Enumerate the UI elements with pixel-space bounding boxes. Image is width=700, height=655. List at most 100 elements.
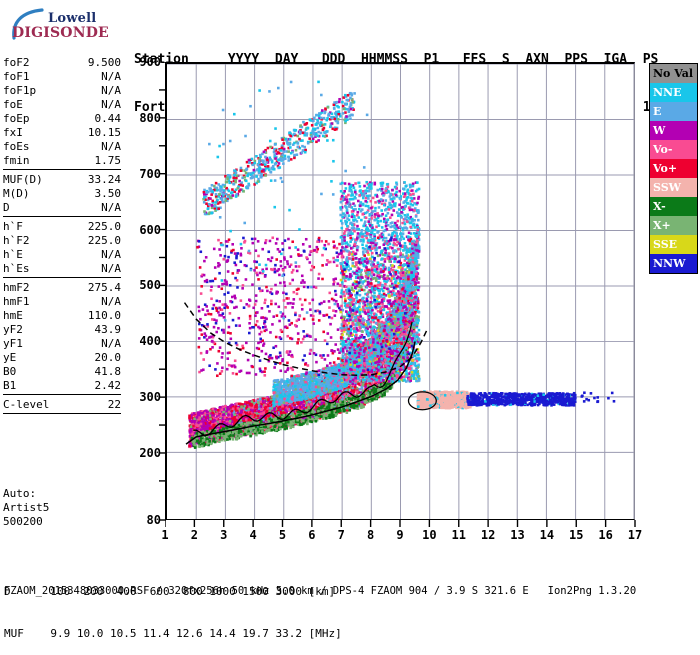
muf-distance-table: D 100 200 400 600 800 1000 1500 3000 [km…	[4, 557, 342, 655]
x-tick-label: 9	[388, 528, 412, 542]
param-value: N/A	[101, 140, 121, 154]
param-name: foF1p	[3, 84, 36, 98]
y-tick-label: 200	[119, 446, 161, 460]
y-tick-label: 600	[119, 223, 161, 237]
legend-item-nnw[interactable]: NNW	[650, 254, 697, 273]
param-value: N/A	[101, 70, 121, 84]
param-name: B0	[3, 365, 16, 379]
legend-item-vo-[interactable]: Vo-	[650, 140, 697, 159]
black-dashed-extraordinary-trace	[185, 303, 427, 376]
legend-item-no-val[interactable]: No Val	[650, 64, 697, 83]
param-name: foEs	[3, 140, 30, 154]
param-value: N/A	[101, 262, 121, 276]
param-row: foEs N/A	[3, 140, 121, 154]
param-name: h`F2	[3, 234, 30, 248]
param-row: h`E N/A	[3, 248, 121, 262]
legend-item-x-[interactable]: X-	[650, 197, 697, 216]
param-name: yF2	[3, 323, 23, 337]
param-group-1: MUF(D) 33.24 M(D) 3.50 D N/A	[3, 173, 121, 217]
param-value: N/A	[101, 84, 121, 98]
param-value: 275.4	[88, 281, 121, 295]
legend-item-ssw[interactable]: SSW	[650, 178, 697, 197]
param-row: MUF(D) 33.24	[3, 173, 121, 187]
param-row: foF2 9.500	[3, 56, 121, 70]
source-file-info: FZAOM_2015348033000.RSF / 320fx256h 50 k…	[4, 585, 636, 597]
param-name: hmE	[3, 309, 23, 323]
param-row: D N/A	[3, 201, 121, 215]
param-name: foF2	[3, 56, 30, 70]
legend-item-w[interactable]: W	[650, 121, 697, 140]
x-tick-label: 1	[153, 528, 177, 542]
param-value: 1.75	[95, 154, 122, 168]
param-value: 9.500	[88, 56, 121, 70]
param-name: MUF(D)	[3, 173, 43, 187]
x-tick-label: 11	[447, 528, 471, 542]
param-value: 2.42	[95, 379, 122, 393]
x-tick-label: 12	[476, 528, 500, 542]
x-tick-label: 8	[359, 528, 383, 542]
param-name: fmin	[3, 154, 30, 168]
legend-item-x-[interactable]: X+	[650, 216, 697, 235]
y-tick-label: 800	[119, 111, 161, 125]
param-value: 41.8	[95, 365, 122, 379]
param-name: h`E	[3, 248, 23, 262]
legend-item-nne[interactable]: NNE	[650, 83, 697, 102]
param-value: 3.50	[95, 187, 122, 201]
autoscale-line: 500200	[3, 515, 49, 529]
param-value: 20.0	[95, 351, 122, 365]
param-name: yF1	[3, 337, 23, 351]
lowell-digisonde-logo: Lowell DIGISONDE	[4, 6, 124, 44]
param-name: C-level	[3, 398, 49, 412]
x-tick-label: 16	[594, 528, 618, 542]
param-value: 43.9	[95, 323, 122, 337]
param-row: fmin 1.75	[3, 154, 121, 168]
param-value: N/A	[101, 201, 121, 215]
y-tick-label: 400	[119, 334, 161, 348]
legend-item-sse[interactable]: SSE	[650, 235, 697, 254]
muf-row: MUF 9.9 10.0 10.5 11.4 12.6 14.4 19.7 33…	[4, 627, 342, 641]
autoscale-line: Auto:	[3, 487, 49, 501]
y-tick-label: 300	[119, 390, 161, 404]
x-tick-label: 2	[182, 528, 206, 542]
param-value: N/A	[101, 248, 121, 262]
param-name: D	[3, 201, 10, 215]
param-name: hmF1	[3, 295, 30, 309]
ionogram-plot-area[interactable]	[165, 62, 635, 520]
param-value: N/A	[101, 295, 121, 309]
logo-lowell-text: Lowell	[48, 11, 96, 26]
logo-digisonde-text: DIGISONDE	[12, 25, 109, 41]
param-name: B1	[3, 379, 16, 393]
param-name: foE	[3, 98, 23, 112]
param-value: 33.24	[88, 173, 121, 187]
black-solid-ordinary-trace	[186, 341, 415, 444]
y-axis-ticks	[157, 62, 167, 524]
param-value: 225.0	[88, 220, 121, 234]
param-name: M(D)	[3, 187, 30, 201]
param-value: 0.44	[95, 112, 122, 126]
legend-item-e[interactable]: E	[650, 102, 697, 121]
x-tick-label: 13	[506, 528, 530, 542]
param-row: yF2 43.9	[3, 323, 121, 337]
x-tick-label: 7	[329, 528, 353, 542]
y-tick-label: 700	[119, 167, 161, 181]
param-name: yE	[3, 351, 16, 365]
x-axis-ticks	[165, 520, 639, 529]
legend-item-vo-[interactable]: Vo+	[650, 159, 697, 178]
x-tick-label: 4	[241, 528, 265, 542]
param-row: B0 41.8	[3, 365, 121, 379]
